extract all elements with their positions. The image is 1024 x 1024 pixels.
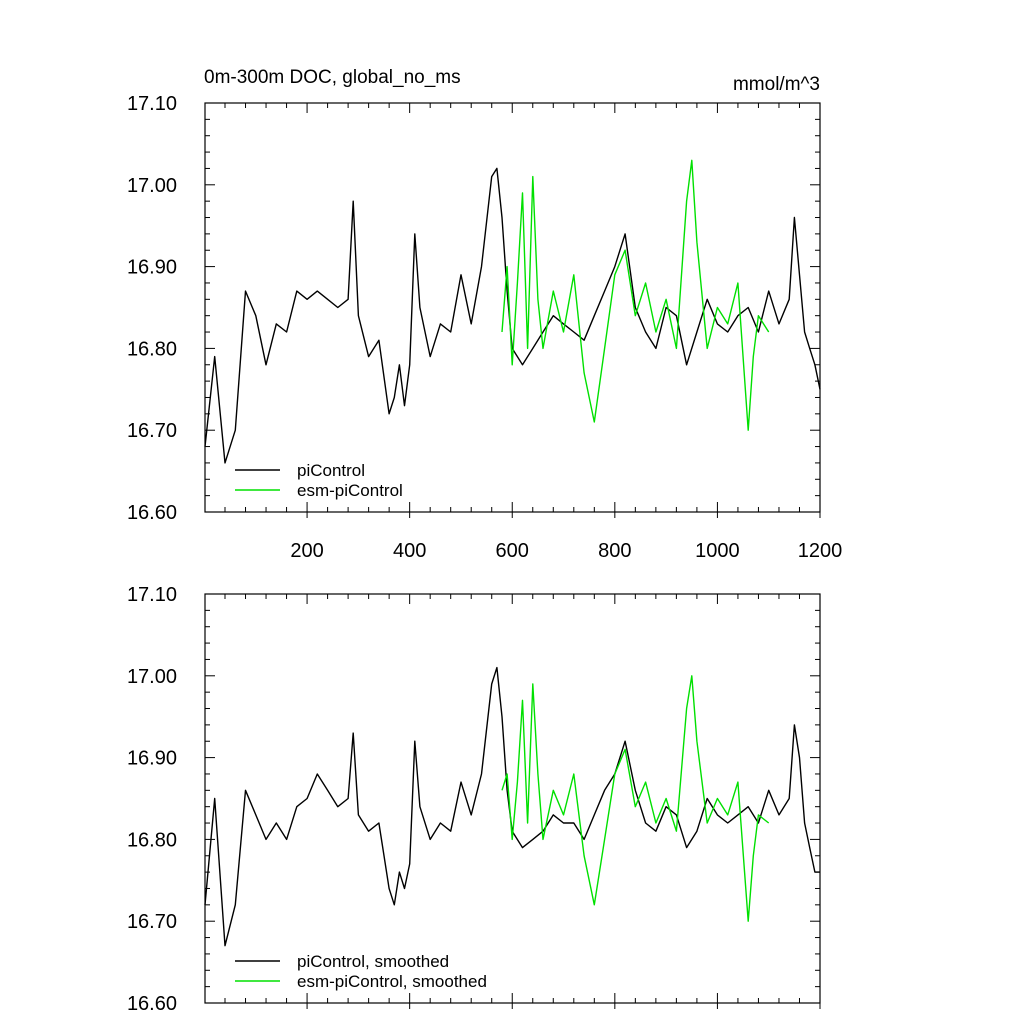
legend-label: esm-piControl, smoothed — [297, 972, 487, 991]
legend-label: piControl, smoothed — [297, 952, 449, 971]
x-tick-label: 800 — [598, 540, 631, 562]
legend-label: esm-piControl — [297, 481, 403, 500]
x-tick-label: 600 — [496, 540, 529, 562]
y-tick-label: 17.10 — [127, 93, 177, 115]
x-tick-label: 200 — [290, 540, 323, 562]
series-line-esm-picontrol — [501, 159, 770, 431]
y-tick-label: 16.70 — [127, 911, 177, 933]
y-tick-label: 17.10 — [127, 584, 177, 606]
top-panel: 16.60 16.70 16.80 16.90 17.00 17.10 200 400 600 8… — [127, 93, 842, 562]
y-tick-label: 16.80 — [127, 338, 177, 360]
y-tick-label: 16.90 — [127, 257, 177, 279]
y-tick-label: 17.00 — [127, 175, 177, 197]
x-tick-label: 1000 — [695, 540, 740, 562]
series-line-esm-picontrol — [501, 675, 770, 922]
series-line-picontrol — [204, 167, 821, 464]
y-tick-label: 16.90 — [127, 748, 177, 770]
bottom-panel: 16.60 16.70 16.80 16.90 17.00 17.10 piControl,… — [127, 584, 821, 1015]
units-label: mmol/m^3 — [733, 74, 820, 95]
y-tick-label: 16.60 — [127, 502, 177, 524]
chart-title: 0m-300m DOC, global_no_ms — [204, 67, 461, 88]
y-tick-label: 16.80 — [127, 829, 177, 851]
y-tick-label: 16.70 — [127, 420, 177, 442]
plot-frame — [204, 593, 821, 1004]
legend-label: piControl — [297, 461, 365, 480]
x-tick-label: 1200 — [798, 540, 843, 562]
y-tick-label: 17.00 — [127, 666, 177, 688]
x-tick-label: 400 — [393, 540, 426, 562]
series-line-picontrol — [204, 666, 820, 947]
y-tick-label: 16.60 — [127, 993, 177, 1015]
plot-frame — [204, 102, 821, 513]
